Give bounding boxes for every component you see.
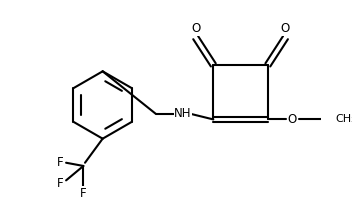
Text: F: F xyxy=(57,156,64,169)
Text: CH₃: CH₃ xyxy=(335,114,352,125)
Text: O: O xyxy=(281,22,290,35)
Text: O: O xyxy=(287,113,296,126)
Text: O: O xyxy=(191,22,200,35)
Text: F: F xyxy=(57,177,64,190)
Text: NH: NH xyxy=(174,107,191,120)
Text: F: F xyxy=(80,187,87,200)
